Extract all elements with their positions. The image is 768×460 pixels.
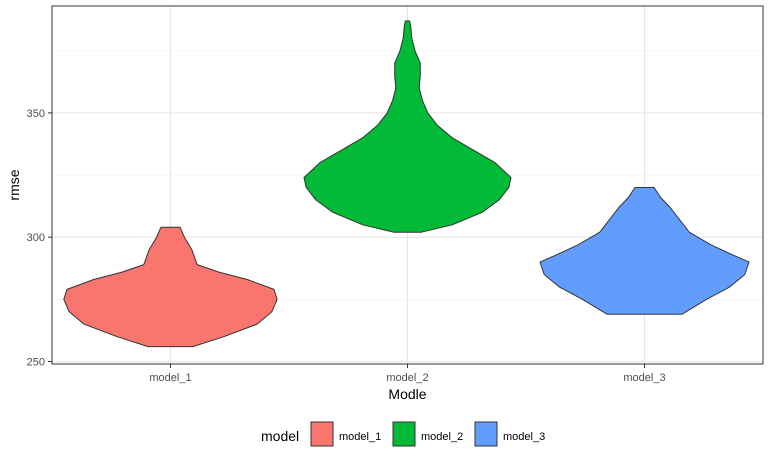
violins: [63, 20, 750, 348]
legend-label-model_3: model_3: [503, 431, 545, 443]
violin-model_3: [539, 187, 750, 315]
legend-key-model_3: [474, 421, 498, 447]
x-tick-label: model_1: [149, 372, 191, 384]
x-tick-label: model_3: [623, 372, 665, 384]
violin-model_2: [303, 20, 512, 233]
axes: 250 300 350 model_1 model_2 model_3: [27, 108, 666, 384]
y-tick-label: 300: [27, 232, 45, 244]
x-tick-label: model_2: [386, 372, 428, 384]
y-axis-title: rmse: [6, 169, 22, 200]
legend: model model_1 model_2 model_3: [261, 421, 545, 447]
y-tick-label: 350: [27, 108, 45, 120]
legend-key-model_1: [310, 421, 334, 447]
x-axis-title: Modle: [388, 386, 426, 402]
legend-title: model: [261, 428, 299, 444]
violin-model_1: [63, 226, 278, 348]
legend-label-model_1: model_1: [339, 431, 381, 443]
y-tick-label: 250: [27, 357, 45, 369]
legend-label-model_2: model_2: [421, 431, 463, 443]
legend-key-model_2: [392, 421, 416, 447]
